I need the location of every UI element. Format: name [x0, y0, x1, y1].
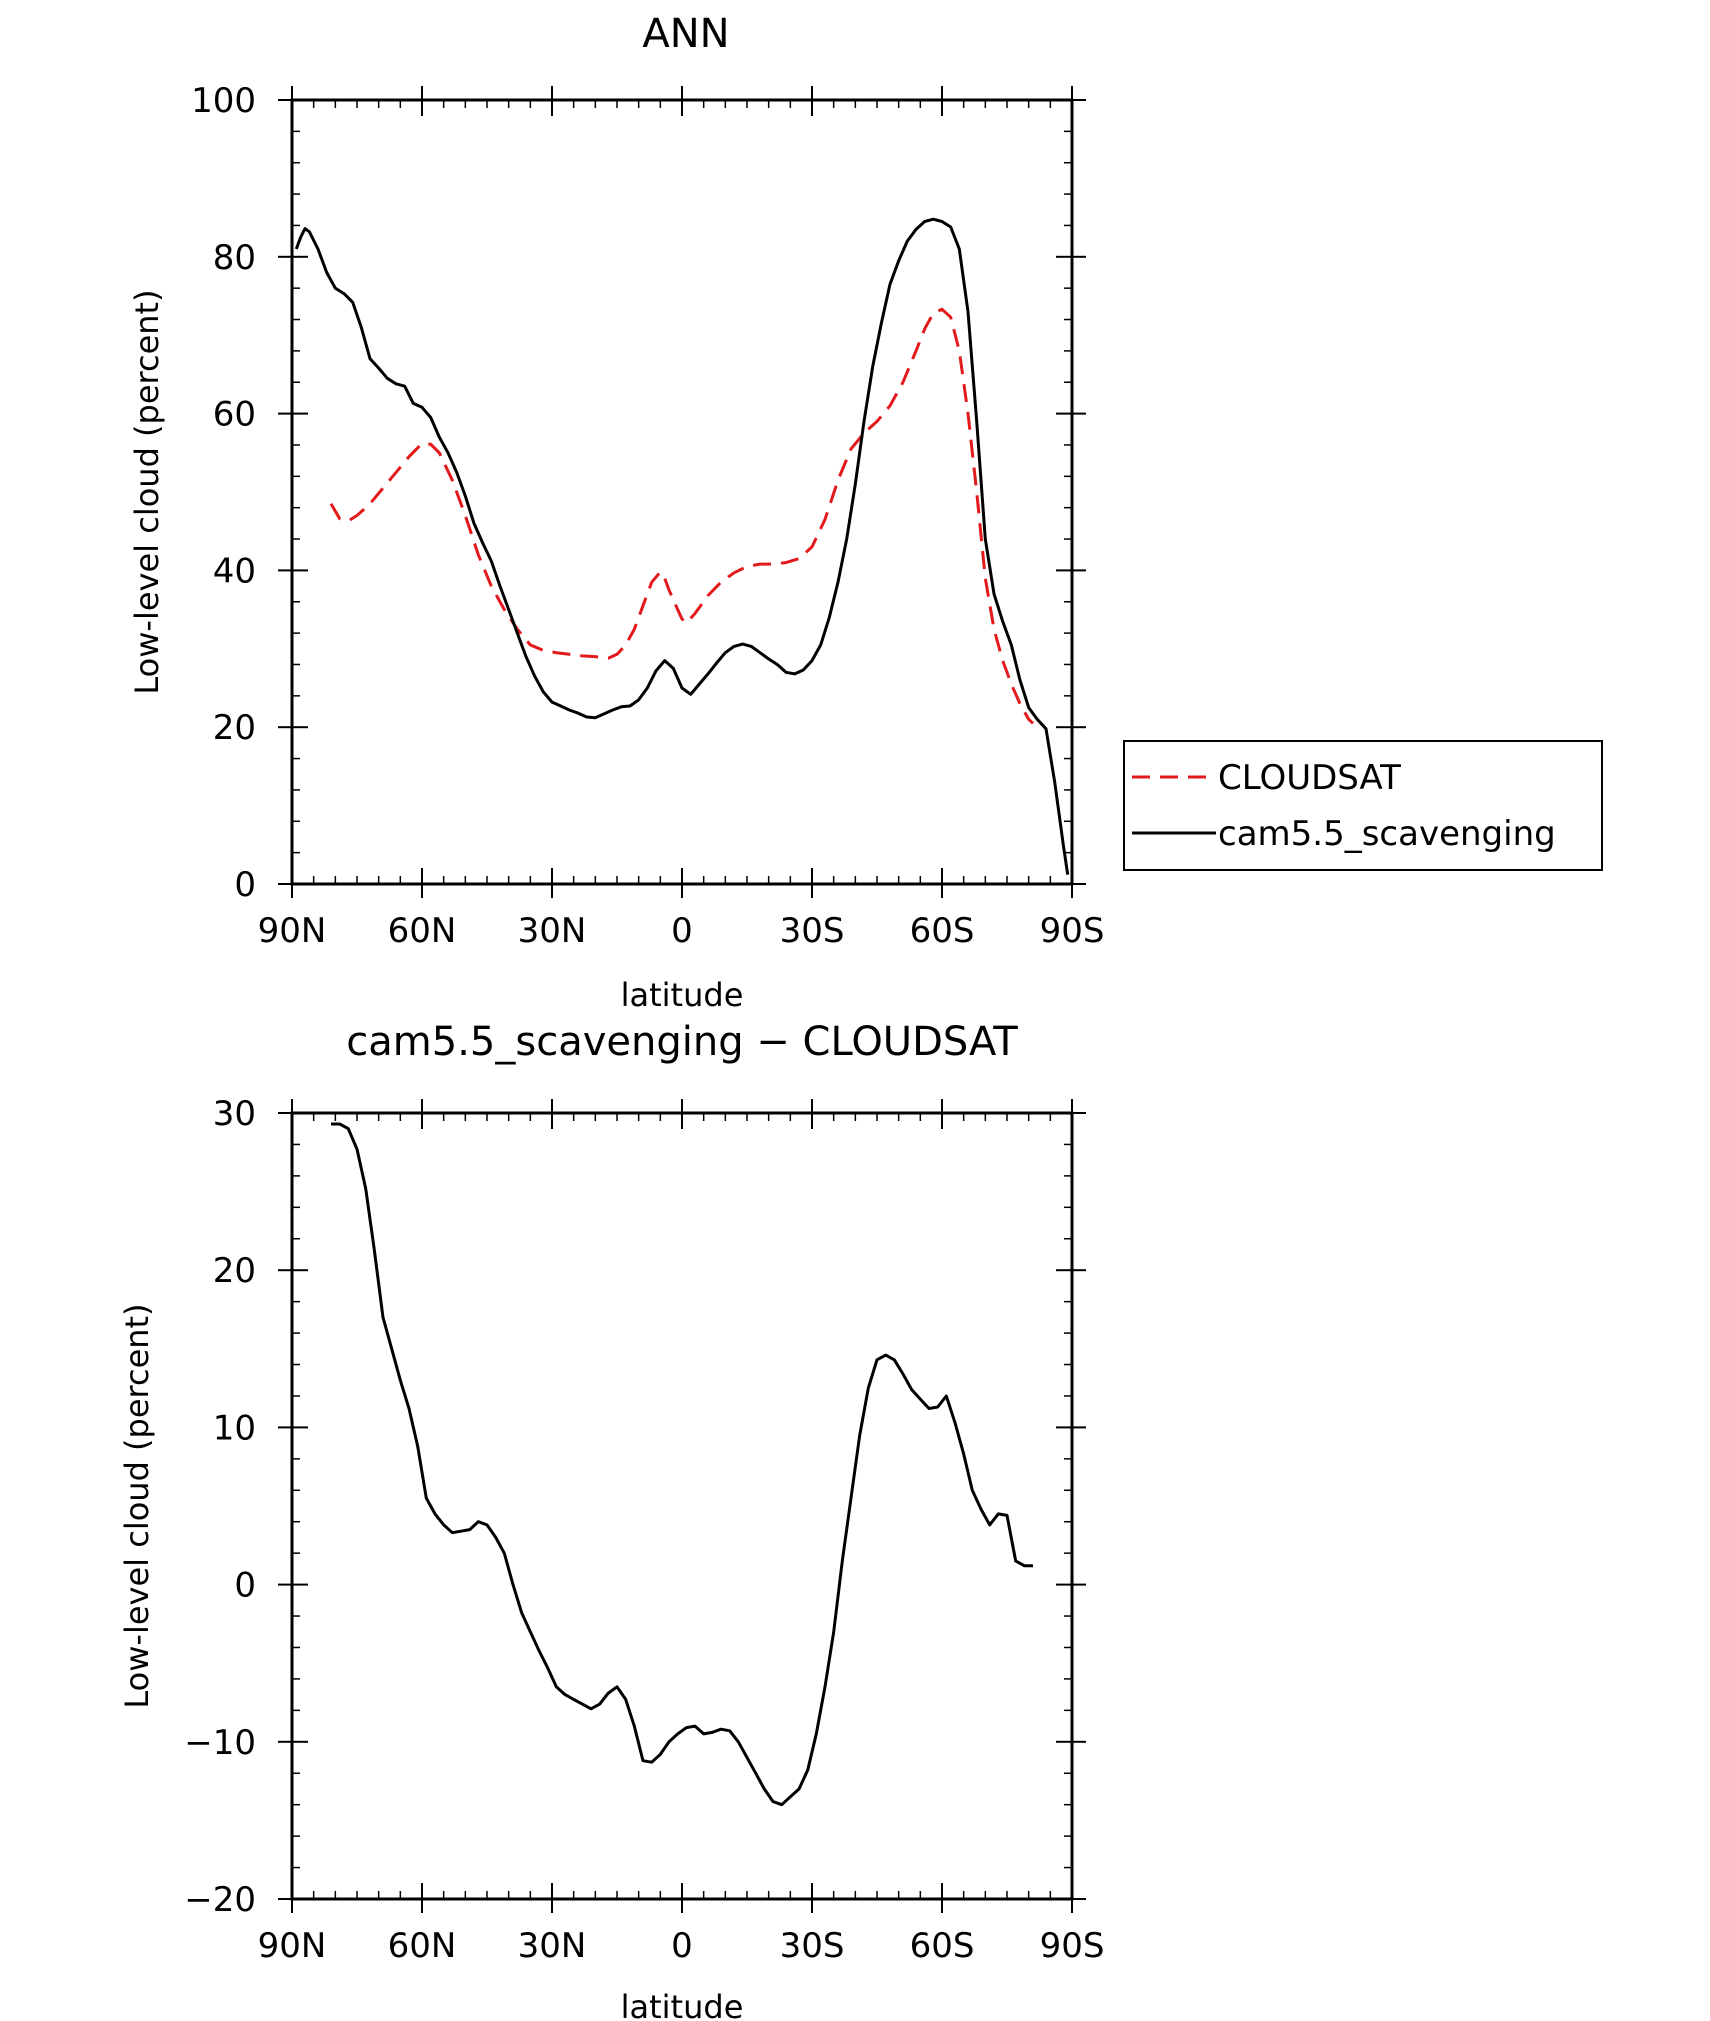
- bottom-y-tick-labels: −20 −10 0 10 20 30: [184, 1094, 256, 1920]
- top-y-tick-label: 60: [213, 395, 256, 435]
- bottom-plot-frame: [290, 1111, 1074, 1901]
- top-series-line-cam5-5-scavenging: [294, 217, 1070, 875]
- bottom-x-tick-label: 30S: [780, 1926, 845, 1966]
- bottom-y-tick-label: −10: [184, 1723, 256, 1763]
- top-x-tick-label: 60N: [388, 911, 457, 951]
- bottom-x-tick-label: 90S: [1040, 1926, 1105, 1966]
- bottom-series-group: [331, 1122, 1033, 1807]
- bottom-x-tick-label: 60N: [388, 1926, 457, 1966]
- legend: CLOUDSAT cam5.5_scavenging: [1123, 740, 1603, 871]
- bottom-chart-title: cam5.5_scavenging − CLOUDSAT: [346, 1019, 1018, 1065]
- top-x-tick-label: 30S: [780, 911, 845, 951]
- bottom-y-tick-label: 30: [213, 1094, 256, 1134]
- bottom-x-tick-label: 90N: [258, 1926, 327, 1966]
- top-y-tick-label: 80: [213, 238, 256, 278]
- top-series-group: [294, 217, 1070, 875]
- top-y-tick-labels: 0 20 40 60 80 100: [191, 81, 256, 905]
- top-x-tick-label: 30N: [518, 911, 587, 951]
- top-x-tick-label: 90S: [1040, 911, 1105, 951]
- top-plot-frame: [290, 98, 1074, 886]
- top-y-tick-label: 100: [191, 81, 256, 121]
- bottom-y-axis-label: Low-level cloud (percent): [118, 1303, 156, 1708]
- top-x-axis-label: latitude: [621, 976, 744, 1014]
- top-x-tick-label: 90N: [258, 911, 327, 951]
- legend-label-cam5: cam5.5_scavenging: [1218, 814, 1556, 854]
- bottom-y-tick-label: 10: [213, 1408, 256, 1448]
- bottom-series-line-difference: [331, 1122, 1033, 1807]
- top-y-axis-label: Low-level cloud (percent): [128, 289, 166, 694]
- bottom-x-tick-label: 0: [671, 1926, 693, 1966]
- bottom-y-tick-label: −20: [184, 1880, 256, 1920]
- top-panel: ANN 90N 60N 30N 0 30S 60S 90S 0 20 40 60 80 100 lat…: [128, 11, 1104, 1014]
- bottom-panel: cam5.5_scavenging − CLOUDSAT 90N 60N 30N 0 3…: [118, 1019, 1104, 2021]
- legend-label-cloudsat: CLOUDSAT: [1218, 758, 1401, 798]
- bottom-tick-marks: [278, 1099, 1086, 1913]
- top-chart-title: ANN: [642, 11, 729, 57]
- top-y-tick-label: 0: [234, 865, 256, 905]
- top-x-tick-label: 0: [671, 911, 693, 951]
- top-x-tick-label: 60S: [910, 911, 975, 951]
- top-series-line-cloudsat: [329, 307, 1035, 725]
- top-x-tick-labels: 90N 60N 30N 0 30S 60S 90S: [258, 911, 1105, 951]
- top-tick-marks: [278, 86, 1086, 898]
- bottom-x-tick-label: 30N: [518, 1926, 587, 1966]
- top-y-tick-label: 20: [213, 708, 256, 748]
- bottom-y-tick-label: 0: [234, 1566, 256, 1606]
- legend-box: [1123, 740, 1603, 871]
- bottom-x-tick-label: 60S: [910, 1926, 975, 1966]
- bottom-y-tick-label: 20: [213, 1251, 256, 1291]
- top-y-tick-label: 40: [213, 551, 256, 591]
- bottom-x-tick-labels: 90N 60N 30N 0 30S 60S 90S: [258, 1926, 1105, 1966]
- bottom-x-axis-label: latitude: [621, 1988, 744, 2021]
